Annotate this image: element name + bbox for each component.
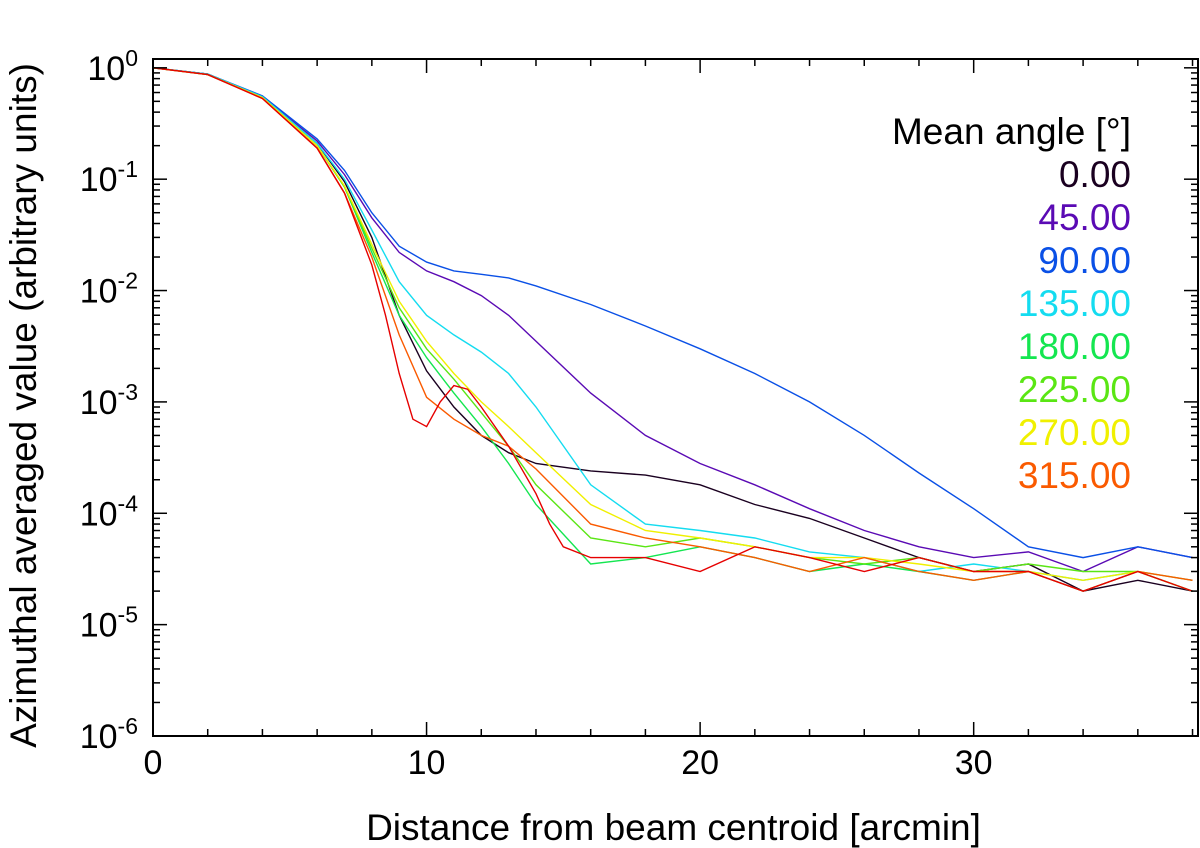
- series-line-1: [153, 67, 1193, 573]
- series-line-2: [153, 67, 1193, 559]
- legend-entry: 90.00: [1038, 240, 1131, 281]
- legend-entry: 225.00: [1018, 369, 1131, 410]
- y-tick-label: 100: [87, 45, 138, 88]
- y-tick-label: 10-6: [80, 713, 138, 756]
- legend-entry: 270.00: [1018, 412, 1131, 453]
- legend-entry: 45.00: [1038, 197, 1131, 238]
- legend-entry: 135.00: [1018, 283, 1131, 324]
- y-tick-label: 10-5: [80, 602, 138, 645]
- series-layer: [153, 67, 1193, 592]
- x-tick-label: 0: [144, 744, 163, 782]
- y-tick-label: 10-2: [80, 268, 138, 311]
- plot-frame: [152, 58, 1199, 737]
- legend-title: Mean angle [°]: [892, 111, 1131, 152]
- x-tick-label: 30: [955, 744, 993, 782]
- x-tick-label: 20: [681, 744, 719, 782]
- x-axis-label: Distance from beam centroid [arcmin]: [366, 807, 981, 848]
- x-tick-label: 10: [408, 744, 446, 782]
- legend: Mean angle [°] 0.0045.0090.00135.00180.0…: [892, 111, 1131, 496]
- y-tick-label: 10-3: [80, 379, 138, 422]
- y-tick-label: 10-4: [80, 490, 138, 533]
- y-tick-label: 10-1: [80, 156, 138, 199]
- series-line-3: [153, 67, 1193, 592]
- series-line-8: [153, 67, 1193, 592]
- legend-entry: 180.00: [1018, 326, 1131, 367]
- ticks-layer: 0 10 20 30 100 10-1 10-2 10-3 10-4 10-5 10-6: [80, 45, 1198, 782]
- legend-entry: 315.00: [1018, 455, 1131, 496]
- legend-entry: 0.00: [1059, 154, 1131, 195]
- y-axis-label: Azimuthal averaged value (arbitrary unit…: [3, 63, 44, 748]
